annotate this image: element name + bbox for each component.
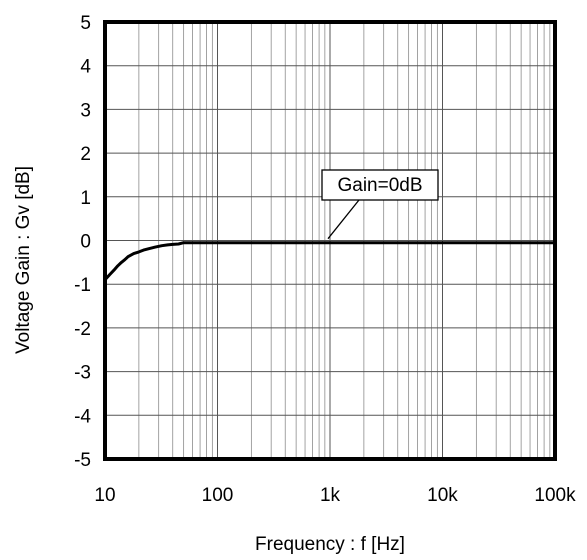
annotation-box — [321, 169, 439, 201]
x-axis-label: Frequency : f [Hz] — [255, 534, 405, 555]
y-tick-label: 3 — [80, 100, 91, 121]
y-axis-label: Voltage Gain : Gv [dB] — [13, 166, 34, 354]
x-tick-label: 10k — [427, 485, 458, 506]
y-tick-label: 1 — [80, 188, 91, 209]
x-tick-label: 100k — [534, 485, 576, 506]
x-tick-label: 100 — [202, 485, 234, 506]
annotation-leader-line — [327, 199, 360, 240]
x-tick-label: 10 — [94, 485, 115, 506]
annotation-label: Gain=0dB — [337, 175, 422, 196]
y-tick-label: 4 — [80, 57, 91, 78]
series-layer — [103, 241, 555, 281]
y-tick-label: 0 — [80, 232, 91, 253]
y-tick-label: -3 — [74, 363, 91, 384]
y-tick-label: 2 — [80, 144, 91, 165]
y-tick-label: -5 — [74, 450, 91, 471]
annotation-layer: Gain=0dB — [321, 169, 439, 240]
plot-frame — [103, 20, 557, 461]
series-line — [103, 241, 555, 281]
x-tick-label: 1k — [320, 485, 341, 506]
y-tick-label: 5 — [80, 13, 91, 34]
y-tick-labels: 5 4 3 2 1 0 -1 -2 -3 -4 -5 — [74, 13, 91, 471]
x-tick-labels: 10 100 1k 10k 100k — [94, 485, 576, 506]
y-tick-label: -2 — [74, 319, 91, 340]
y-tick-label: -1 — [74, 275, 91, 296]
y-tick-label: -4 — [74, 406, 91, 427]
